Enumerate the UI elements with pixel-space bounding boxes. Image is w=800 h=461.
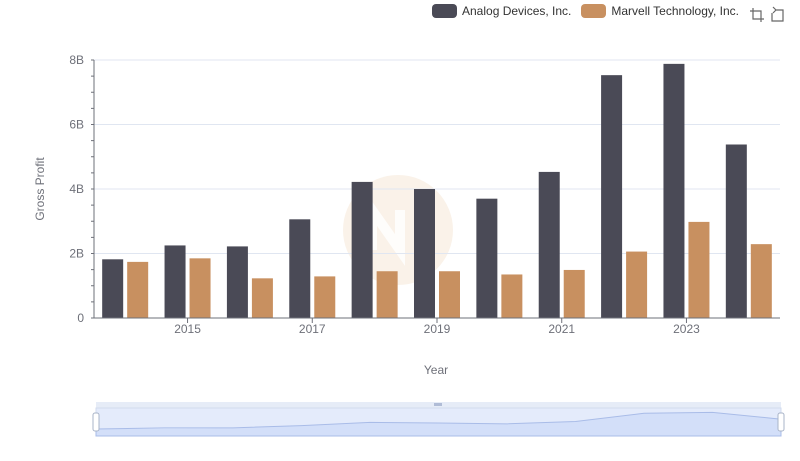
x-tick-label: 2021 — [548, 322, 575, 336]
bar[interactable] — [164, 245, 186, 318]
bar[interactable] — [439, 271, 460, 318]
x-axis-title: Year — [424, 363, 448, 377]
bar[interactable] — [376, 271, 398, 318]
y-tick-label: 2B — [69, 247, 84, 261]
bar[interactable] — [538, 171, 560, 318]
bar[interactable] — [351, 181, 373, 318]
toolbox — [746, 6, 786, 24]
legend-swatch-marvell — [581, 4, 607, 18]
zoom-icon[interactable] — [748, 6, 766, 24]
legend-label-marvell: Marvell Technology, Inc. — [611, 4, 740, 18]
x-tick-label: 2023 — [673, 322, 700, 336]
bars-group[interactable] — [102, 63, 772, 319]
bar[interactable] — [189, 258, 211, 318]
legend-item-analog-devices[interactable]: Analog Devices, Inc. — [432, 4, 571, 18]
x-tick-label: 2017 — [299, 322, 326, 336]
y-tick-label: 6B — [69, 118, 84, 132]
bar[interactable] — [725, 144, 747, 318]
bar[interactable] — [251, 278, 273, 318]
data-zoom-handle-left[interactable] — [92, 412, 100, 432]
bar[interactable] — [289, 219, 311, 318]
bar[interactable] — [750, 244, 772, 318]
legend-label-analog-devices: Analog Devices, Inc. — [462, 4, 572, 18]
data-zoom-preview-area — [95, 411, 782, 437]
bar[interactable] — [663, 63, 685, 319]
y-tick-label: 4B — [69, 182, 84, 196]
bar[interactable] — [626, 251, 648, 318]
bar[interactable] — [501, 274, 523, 318]
legend: Analog Devices, Inc. Marvell Technology,… — [432, 4, 749, 18]
x-tick-label: 2019 — [424, 322, 451, 336]
bar[interactable] — [414, 189, 435, 318]
bar[interactable] — [476, 198, 498, 318]
bar[interactable] — [314, 276, 336, 318]
y-tick-label: 8B — [69, 53, 84, 67]
bar[interactable] — [563, 269, 585, 318]
restore-icon[interactable] — [768, 6, 786, 24]
bar[interactable] — [688, 221, 710, 318]
data-zoom-handle-right[interactable] — [777, 412, 785, 432]
bar[interactable] — [601, 75, 623, 318]
x-tick-label: 2015 — [174, 322, 201, 336]
data-zoom-grip[interactable] — [434, 403, 442, 406]
bar[interactable] — [226, 246, 248, 318]
bar[interactable] — [102, 259, 124, 318]
legend-item-marvell[interactable]: Marvell Technology, Inc. — [581, 4, 739, 18]
y-tick-label: 0 — [77, 311, 84, 325]
axes-group: 0 2B 4B 6B 8B 2015 2017 2019 2021 2023 — [69, 53, 780, 336]
y-axis-title: Gross Profit — [33, 157, 47, 221]
bar[interactable] — [127, 261, 149, 318]
legend-swatch-analog-devices — [432, 4, 457, 18]
data-zoom-slider[interactable] — [92, 402, 785, 437]
